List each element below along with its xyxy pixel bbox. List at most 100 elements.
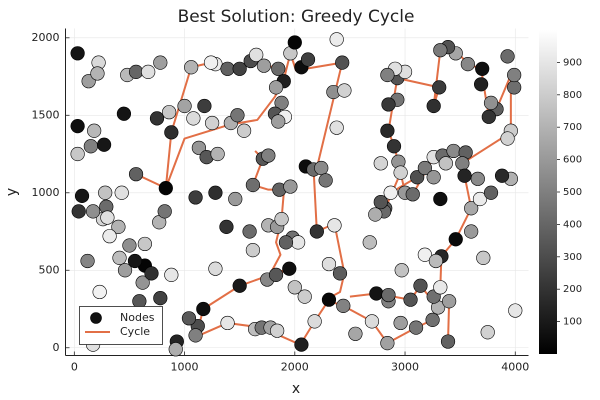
- node-point-122: [386, 139, 402, 154]
- node-point-59: [287, 280, 302, 295]
- node-point-60: [268, 267, 284, 283]
- node-point-139: [433, 191, 448, 207]
- node-point-120: [381, 97, 396, 112]
- node-point-89: [381, 287, 396, 303]
- node-point-90: [417, 247, 432, 262]
- node-point-79: [408, 320, 424, 335]
- node-point-137: [455, 156, 470, 171]
- x-tick-label-3: 3000: [391, 361, 419, 374]
- x-tick-label-2: 2000: [281, 361, 309, 374]
- node-point-35: [287, 35, 302, 50]
- node-point-157: [196, 301, 211, 317]
- node-point-160: [220, 315, 235, 331]
- colorbar-tick-label-6: 700: [563, 122, 582, 133]
- node-point-28: [232, 61, 247, 76]
- node-point-22: [205, 115, 220, 131]
- node-point-15: [149, 111, 165, 126]
- node-point-85: [433, 280, 448, 295]
- legend-box: [79, 306, 163, 345]
- x-tick-label-0: 0: [71, 361, 78, 374]
- node-point-78: [393, 315, 408, 331]
- node-point-45: [329, 120, 344, 135]
- x-axis-label: x: [292, 381, 300, 397]
- node-point-182: [122, 238, 137, 253]
- node-point-49: [261, 148, 276, 163]
- node-point-189: [98, 185, 113, 200]
- colorbar-tick-label-5: 600: [563, 155, 582, 166]
- node-point-131: [405, 187, 420, 202]
- legend-label-nodes: Nodes: [120, 311, 155, 324]
- node-point-87: [403, 292, 418, 307]
- node-point-68: [321, 256, 337, 272]
- node-point-166: [208, 185, 223, 200]
- y-tick-label-1: 500: [39, 263, 60, 276]
- node-point-132: [410, 170, 425, 185]
- node-point-164: [270, 323, 285, 338]
- node-point-142: [417, 160, 432, 176]
- node-point-18: [186, 111, 201, 126]
- node-point-65: [318, 173, 333, 188]
- node-point-82: [442, 294, 457, 309]
- node-point-25: [236, 123, 252, 138]
- node-point-75: [364, 314, 380, 329]
- node-point-76: [380, 336, 395, 351]
- node-point-103: [500, 131, 515, 146]
- node-point-180: [181, 311, 197, 326]
- node-point-172: [157, 204, 172, 219]
- x-tick-label-4: 4000: [501, 361, 529, 374]
- node-point-83: [440, 334, 456, 349]
- node-point-40: [268, 80, 284, 95]
- node-point-144: [394, 263, 409, 278]
- y-tick-group: 0 500 1000 1500 2000: [32, 31, 70, 354]
- node-point-21: [210, 146, 225, 162]
- y-tick-label-2: 1000: [32, 186, 60, 199]
- node-point-99: [483, 185, 499, 200]
- node-point-6: [70, 146, 85, 162]
- node-point-148: [508, 303, 523, 318]
- node-point-110: [475, 61, 490, 76]
- node-point-8: [96, 137, 112, 152]
- node-point-64: [314, 160, 329, 176]
- node-point-173: [137, 236, 152, 252]
- node-point-191: [71, 204, 86, 219]
- node-point-194: [117, 263, 133, 278]
- node-point-66: [309, 224, 324, 239]
- node-point-130: [373, 194, 388, 210]
- node-point-183: [112, 250, 127, 265]
- node-point-24: [230, 108, 245, 123]
- node-point-39: [335, 55, 350, 70]
- node-point-126: [383, 185, 398, 200]
- node-point-121: [380, 123, 395, 138]
- node-point-154: [219, 219, 234, 234]
- node-point-170: [158, 181, 173, 196]
- node-point-155: [232, 278, 247, 293]
- node-point-116: [432, 80, 447, 95]
- node-point-159: [188, 328, 203, 343]
- node-point-149: [494, 168, 510, 183]
- node-point-138: [457, 168, 472, 183]
- node-point-86: [413, 278, 428, 293]
- node-point-48: [245, 177, 261, 193]
- node-point-14: [128, 167, 144, 182]
- node-point-0: [70, 46, 85, 61]
- node-point-88: [369, 286, 384, 301]
- node-point-7: [83, 139, 98, 154]
- node-point-27: [220, 61, 235, 76]
- node-point-107: [483, 95, 499, 110]
- colorbar-tick-label-0: 100: [563, 317, 582, 328]
- node-point-196: [135, 275, 150, 290]
- node-point-32: [271, 61, 286, 76]
- node-point-94: [464, 224, 479, 239]
- node-point-192: [80, 253, 95, 269]
- node-point-201: [184, 60, 199, 75]
- legend-marker-nodes: [90, 312, 102, 324]
- node-point-190: [74, 188, 90, 203]
- node-point-3: [90, 66, 105, 81]
- node-point-17: [177, 98, 192, 114]
- node-point-97: [472, 191, 488, 207]
- node-point-176: [153, 291, 168, 306]
- cycle-path-2: [251, 150, 295, 281]
- node-point-38: [329, 32, 344, 47]
- node-point-169: [164, 125, 179, 140]
